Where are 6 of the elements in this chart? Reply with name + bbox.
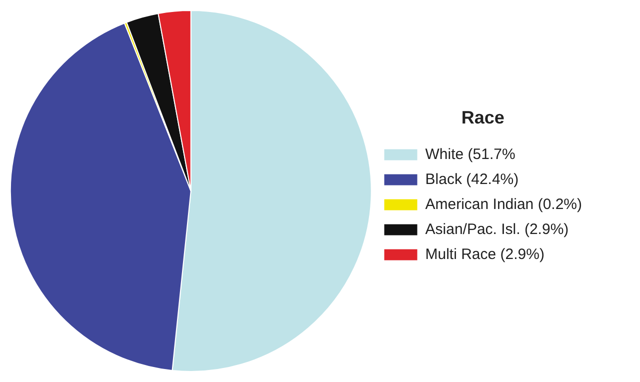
legend-label: White (51.7% (425, 146, 516, 163)
legend-label: Asian/Pac. Isl. (2.9%) (425, 220, 569, 238)
legend-label: Black (42.4%) (425, 170, 519, 188)
legend-label: American Indian (0.2%) (425, 196, 582, 213)
legend-label: Multi Race (2.9%) (425, 246, 544, 263)
legend-title: Race (461, 108, 504, 128)
